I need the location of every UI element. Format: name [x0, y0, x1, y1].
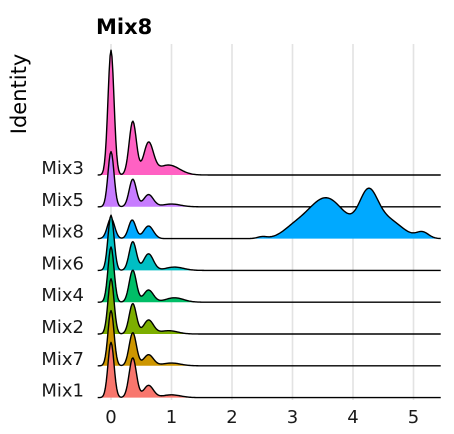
- ridge-fill: [97, 342, 441, 398]
- ridge-mix1: [97, 341, 441, 399]
- ridge-outline: [97, 246, 441, 303]
- x-tick-label: 5: [408, 407, 419, 428]
- category-label: Mix6: [41, 253, 84, 274]
- category-label: Mix7: [41, 349, 84, 370]
- ridge-fill: [97, 247, 441, 303]
- ridge-fill: [97, 50, 441, 176]
- chart-title: Mix8: [96, 15, 152, 39]
- ridge-fill: [97, 215, 441, 271]
- ridge-outline: [97, 309, 441, 367]
- ridge-fill: [97, 151, 441, 207]
- y-axis-label: Identity: [7, 54, 31, 134]
- ridge-mix8: [97, 187, 441, 240]
- ridge-fill: [97, 188, 441, 239]
- ridge-outline: [97, 150, 441, 208]
- ridge-outline: [97, 278, 441, 335]
- x-tick-label: 1: [166, 407, 177, 428]
- category-label: Mix2: [41, 317, 84, 338]
- category-label: Mix8: [41, 222, 84, 243]
- x-tick-label: 3: [287, 407, 298, 428]
- category-label: Mix3: [41, 158, 84, 179]
- ridge-mix5: [97, 150, 441, 208]
- x-tick-label: 4: [347, 407, 358, 428]
- category-label: Mix4: [41, 285, 84, 306]
- x-tick-labels: 0 1 2 3 4 5: [105, 407, 419, 428]
- category-label: Mix1: [41, 381, 84, 402]
- ridge-mix7: [97, 309, 441, 367]
- ridge-outline: [97, 214, 441, 272]
- ridge-fill: [97, 278, 441, 334]
- ridge-mix6: [97, 214, 441, 272]
- ridges: [97, 49, 441, 399]
- ridge-mix3: [97, 49, 441, 176]
- x-tick-label: 0: [105, 407, 116, 428]
- category-labels: Mix3 Mix5 Mix8 Mix6 Mix4 Mix2 Mix7 Mix1: [41, 158, 84, 402]
- ridge-outline: [97, 187, 441, 240]
- ridge-mix4: [97, 246, 441, 303]
- ridge-outline: [97, 341, 441, 399]
- x-tick-label: 2: [226, 407, 237, 428]
- ridge-mix2: [97, 278, 441, 335]
- category-label: Mix5: [41, 190, 84, 211]
- ridge-outline: [97, 49, 441, 176]
- ridge-fill: [97, 310, 441, 366]
